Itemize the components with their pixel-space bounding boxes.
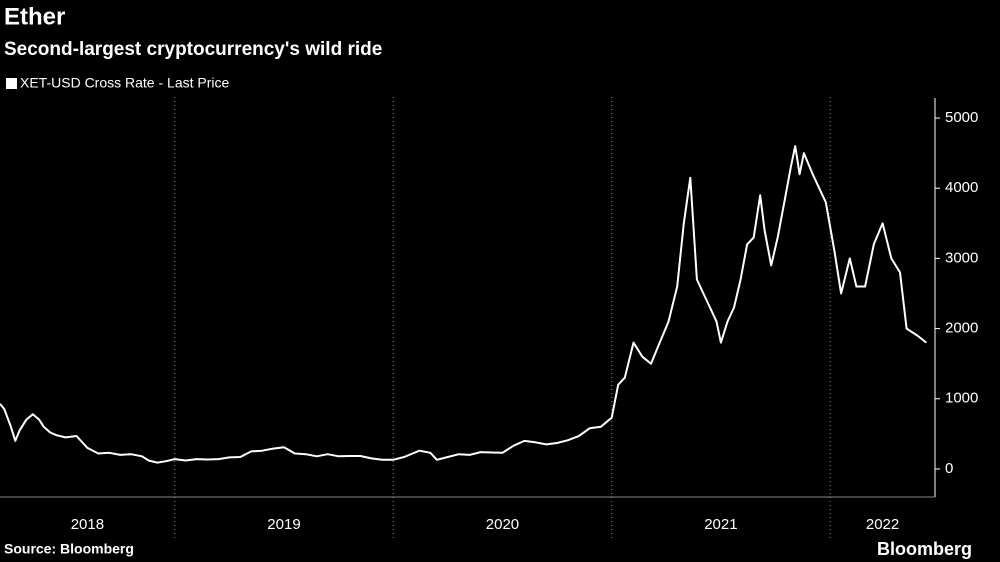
- y-tick-label: 5000: [945, 109, 978, 126]
- x-tick-label: 2022: [866, 516, 899, 533]
- y-tick-label: 2000: [945, 320, 978, 337]
- chart-subtitle: Second-largest cryptocurrency's wild rid…: [4, 39, 382, 60]
- y-tick-label: 4000: [945, 179, 978, 196]
- price-line: [0, 145, 927, 464]
- x-tick-label: 2021: [704, 516, 737, 533]
- chart-title: Ether: [4, 3, 65, 30]
- legend-label: XET-USD Cross Rate - Last Price: [20, 75, 229, 91]
- y-tick-label: 1000: [945, 390, 978, 407]
- x-tick-label: 2020: [486, 516, 519, 533]
- y-tick-label: 3000: [945, 249, 978, 266]
- x-tick-label: 2018: [71, 516, 104, 533]
- y-tick-label: 0: [945, 460, 953, 477]
- brand: Bloomberg: [877, 539, 972, 559]
- x-tick-label: 2019: [267, 516, 300, 533]
- source: Source: Bloomberg: [4, 541, 134, 557]
- legend-swatch: [6, 78, 17, 89]
